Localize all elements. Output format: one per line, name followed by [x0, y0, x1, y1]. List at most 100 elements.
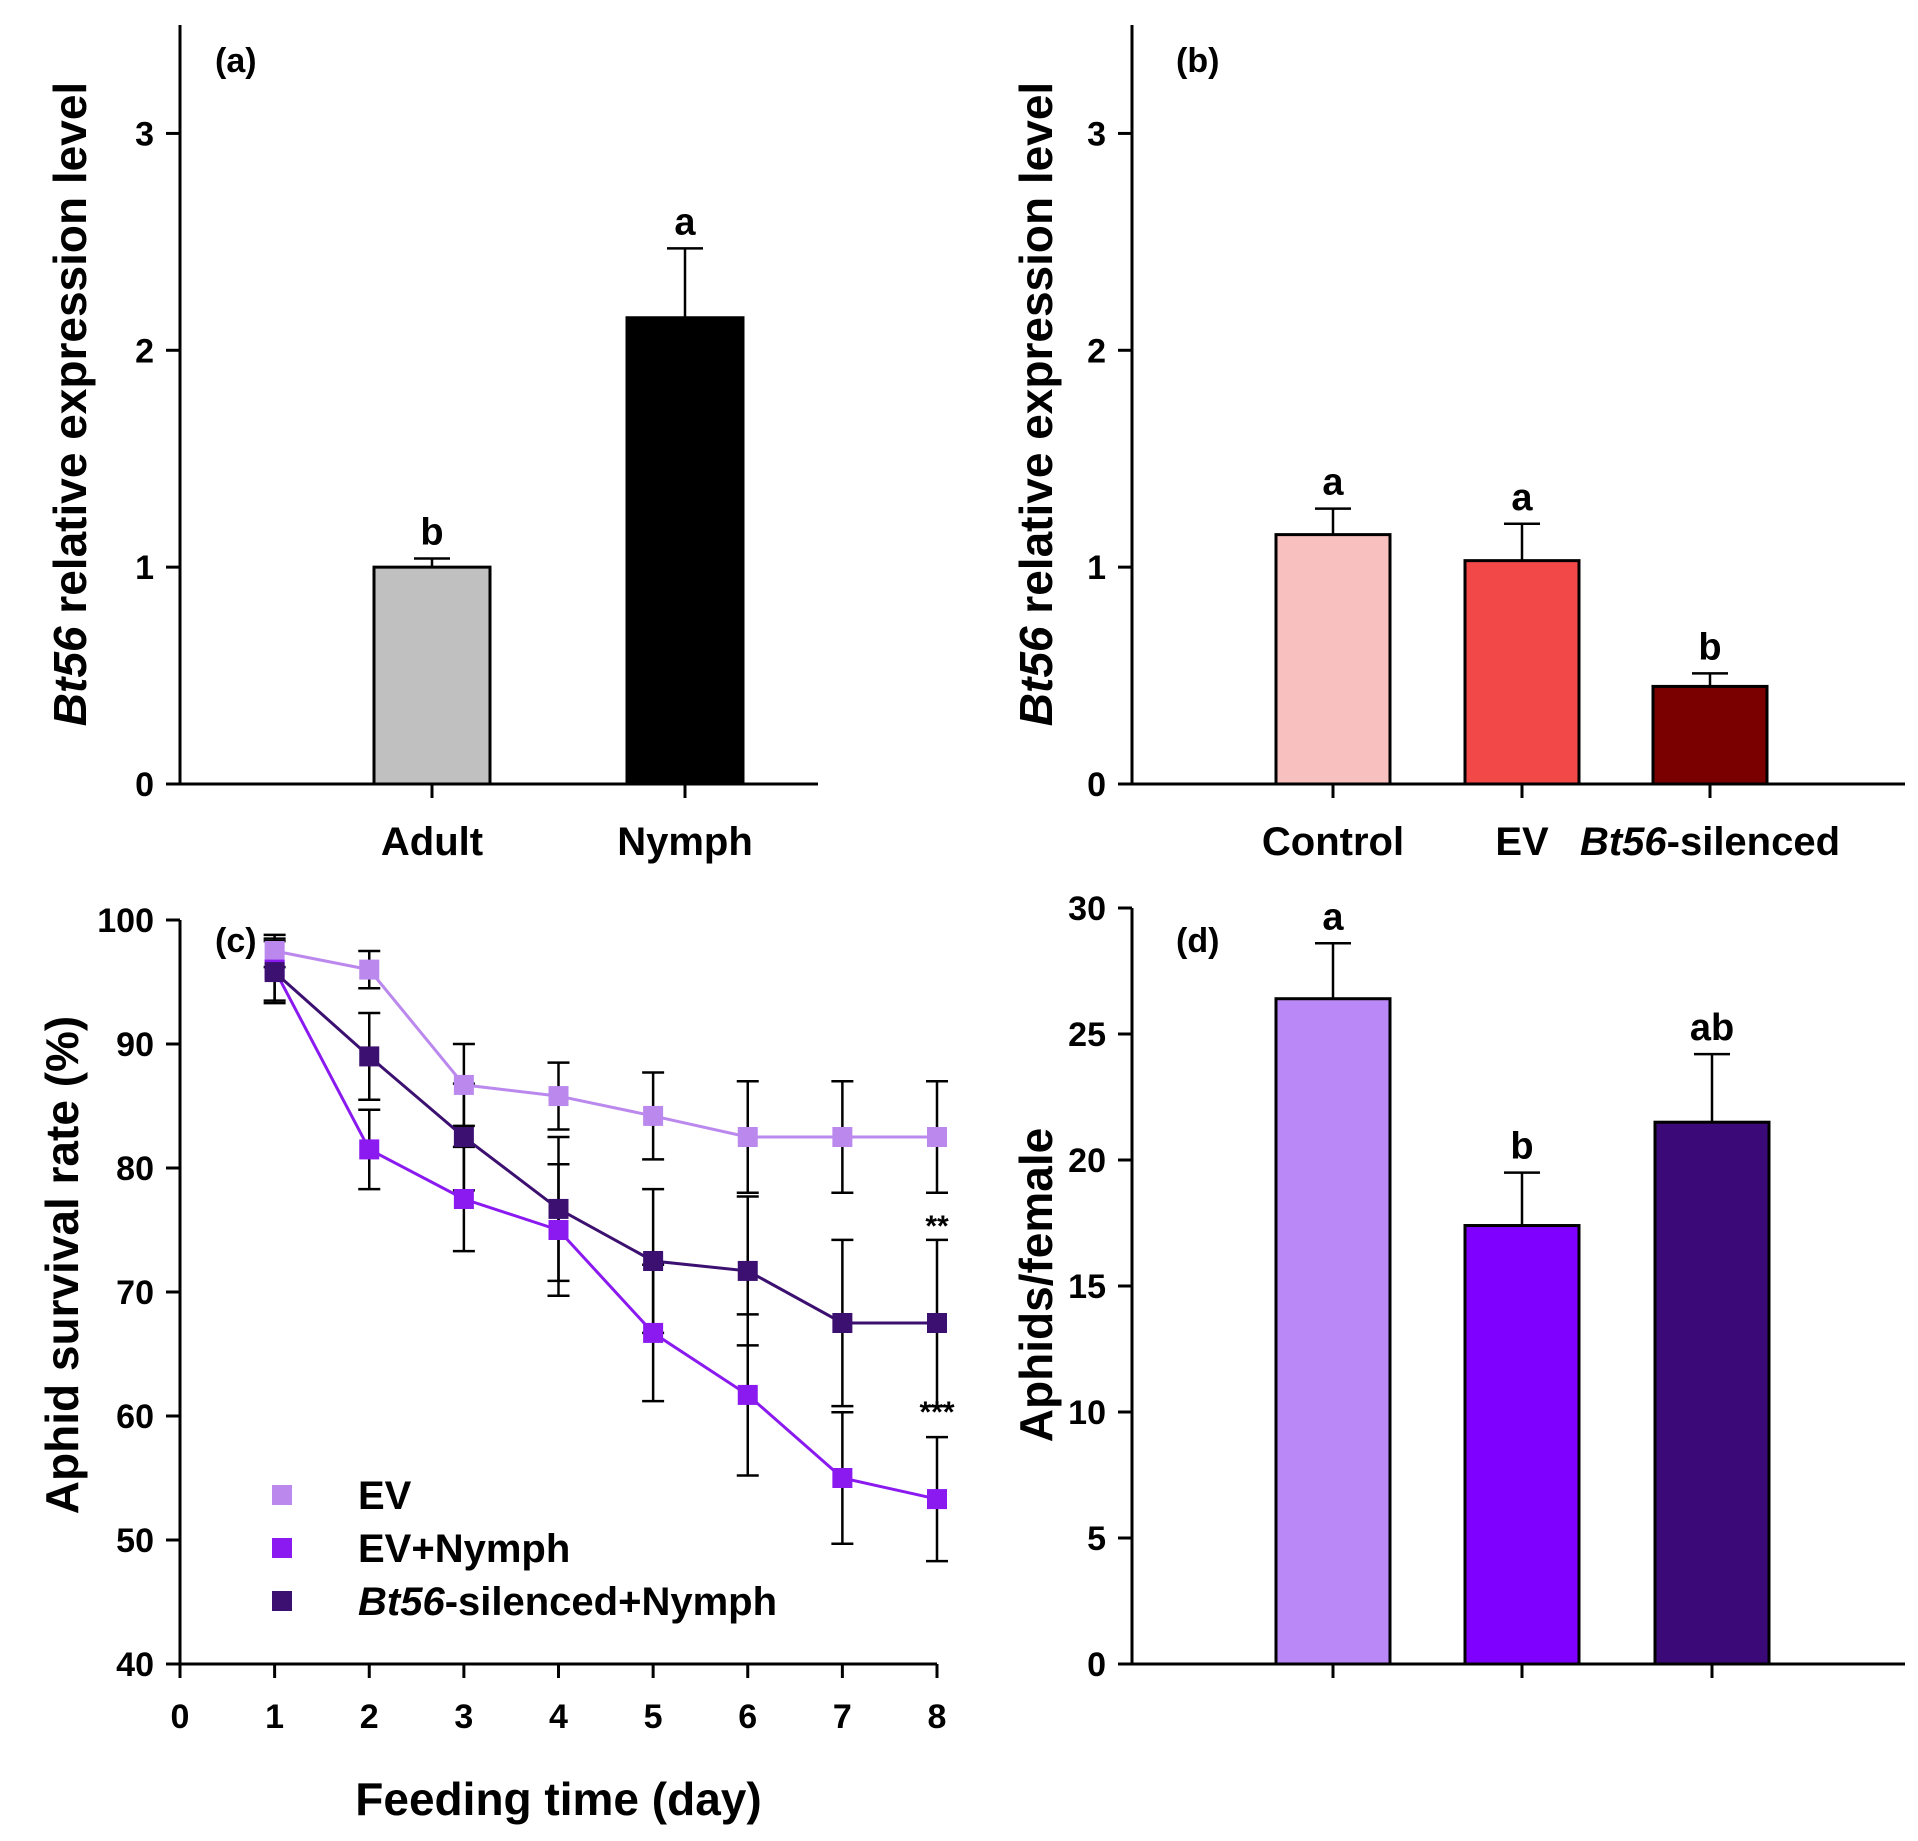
series-line — [273, 970, 937, 1325]
significance-letter: b — [1510, 1126, 1533, 1168]
y-tick-label: 1 — [1087, 549, 1106, 587]
data-point — [832, 1313, 853, 1333]
category-label: Nymph — [617, 820, 753, 864]
panel-label: (b) — [1176, 42, 1219, 80]
data-point — [643, 1251, 664, 1271]
significance-letter: a — [1322, 462, 1344, 504]
category-label-rest: -silenced — [1667, 820, 1840, 864]
panel-a: 0 1 2 3 Bt56 relative expression level (a) b Ad… — [44, 25, 818, 864]
data-point — [737, 1127, 758, 1147]
legend-marker — [272, 1538, 292, 1558]
y-axis-title: Bt56 relative expression level — [1010, 82, 1062, 726]
significance-letter: b — [420, 511, 443, 553]
panel-label: (a) — [215, 42, 257, 80]
data-point — [832, 1468, 853, 1488]
y-tick-label: 20 — [1068, 1142, 1106, 1180]
significance-letter: a — [1511, 477, 1533, 519]
data-point — [643, 1105, 664, 1126]
panel-label: (d) — [1176, 922, 1219, 960]
y-tick-label: 70 — [116, 1274, 154, 1312]
y-tick-label: 25 — [1068, 1016, 1106, 1054]
data-point — [359, 1139, 380, 1160]
data-point — [737, 1384, 758, 1405]
legend-label: EV — [358, 1474, 412, 1518]
y-tick-label: 40 — [116, 1646, 154, 1684]
bar — [1653, 1120, 1771, 1666]
y-tick-label: 0 — [1087, 766, 1106, 804]
y-axis-title-italic: Bt56 — [44, 626, 96, 726]
y-tick-label: 0 — [1087, 1646, 1106, 1684]
category-label-rest: EV — [1495, 820, 1549, 864]
bar — [1651, 684, 1769, 786]
panel-c: 40 50 60 70 80 90 100 0 1 2 3 4 5 6 7 8 Aphid survival r… — [36, 902, 955, 1825]
data-point — [453, 1127, 474, 1147]
data-point — [927, 1313, 947, 1333]
y-tick-label: 90 — [116, 1026, 154, 1064]
data-point — [927, 1489, 947, 1510]
bar — [372, 565, 492, 786]
category-label: Adult — [381, 820, 483, 864]
legend-label-rest: EV+Nymph — [358, 1527, 570, 1571]
series-line — [273, 968, 938, 1501]
category-label-rest: Control — [1262, 820, 1404, 864]
panel-b: 0 1 2 3 Bt56 relative expression level (b) a Co… — [1010, 25, 1905, 864]
legend-marker — [272, 1485, 292, 1505]
y-tick-label: 30 — [1068, 890, 1106, 928]
x-tick-label: 6 — [738, 1698, 757, 1736]
y-tick-label: 15 — [1068, 1268, 1106, 1306]
legend-marker — [272, 1591, 292, 1611]
data-point — [453, 1189, 474, 1209]
y-tick-label: 100 — [97, 902, 154, 940]
bar — [1274, 997, 1392, 1666]
series-line — [274, 949, 937, 1139]
y-tick-label: 80 — [116, 1150, 154, 1188]
y-tick-label: 5 — [1087, 1520, 1106, 1558]
data-point — [548, 1198, 569, 1219]
x-tick-label: 5 — [644, 1698, 663, 1736]
x-tick-label: 2 — [360, 1698, 379, 1736]
category-label-rest: Nymph — [617, 820, 753, 864]
legend-label: EV+Nymph — [358, 1527, 570, 1571]
data-point — [359, 959, 380, 980]
y-tick-label: 3 — [1087, 115, 1106, 153]
y-tick-label: 2 — [1087, 332, 1106, 370]
y-tick-label: 2 — [135, 332, 154, 370]
data-point — [264, 941, 285, 961]
y-axis-title-italic: Bt56 — [1010, 626, 1062, 726]
bar — [1463, 1224, 1581, 1666]
data-point — [264, 962, 285, 983]
data-point — [927, 1127, 947, 1147]
y-axis-title-rest: relative expression level — [1010, 82, 1062, 627]
y-axis-title: Bt56 relative expression level — [44, 82, 96, 726]
significance-letter: a — [1322, 896, 1344, 938]
significance-stars: *** — [919, 1396, 954, 1429]
significance-letter: ab — [1690, 1007, 1734, 1049]
x-tick-label: 4 — [549, 1698, 568, 1736]
data-point — [832, 1127, 853, 1147]
panel-label: (c) — [215, 922, 257, 960]
y-tick-label: 10 — [1068, 1394, 1106, 1432]
y-tick-label: 0 — [135, 766, 154, 804]
legend-label-rest: EV — [358, 1474, 412, 1518]
category-label: Bt56-silenced — [1580, 820, 1840, 864]
bar — [625, 316, 745, 786]
y-tick-label: 50 — [116, 1522, 154, 1560]
data-point — [359, 1046, 380, 1067]
y-axis-title: Aphid survival rate (%) — [36, 1016, 88, 1514]
significance-stars: ** — [925, 1210, 949, 1243]
y-tick-label: 1 — [135, 549, 154, 587]
x-tick-label: 1 — [265, 1698, 284, 1736]
x-tick-label: 8 — [928, 1698, 947, 1736]
y-tick-label: 60 — [116, 1398, 154, 1436]
x-tick-label: 0 — [171, 1698, 190, 1736]
y-tick-label: 3 — [135, 115, 154, 153]
data-point — [548, 1220, 569, 1240]
significance-letter: b — [1698, 626, 1721, 668]
x-axis-title: Feeding time (day) — [355, 1773, 761, 1825]
data-point — [548, 1086, 569, 1107]
significance-letter: a — [674, 201, 696, 243]
category-label: Control — [1262, 820, 1404, 864]
legend-label: Bt56-silenced+Nymph — [358, 1580, 777, 1624]
